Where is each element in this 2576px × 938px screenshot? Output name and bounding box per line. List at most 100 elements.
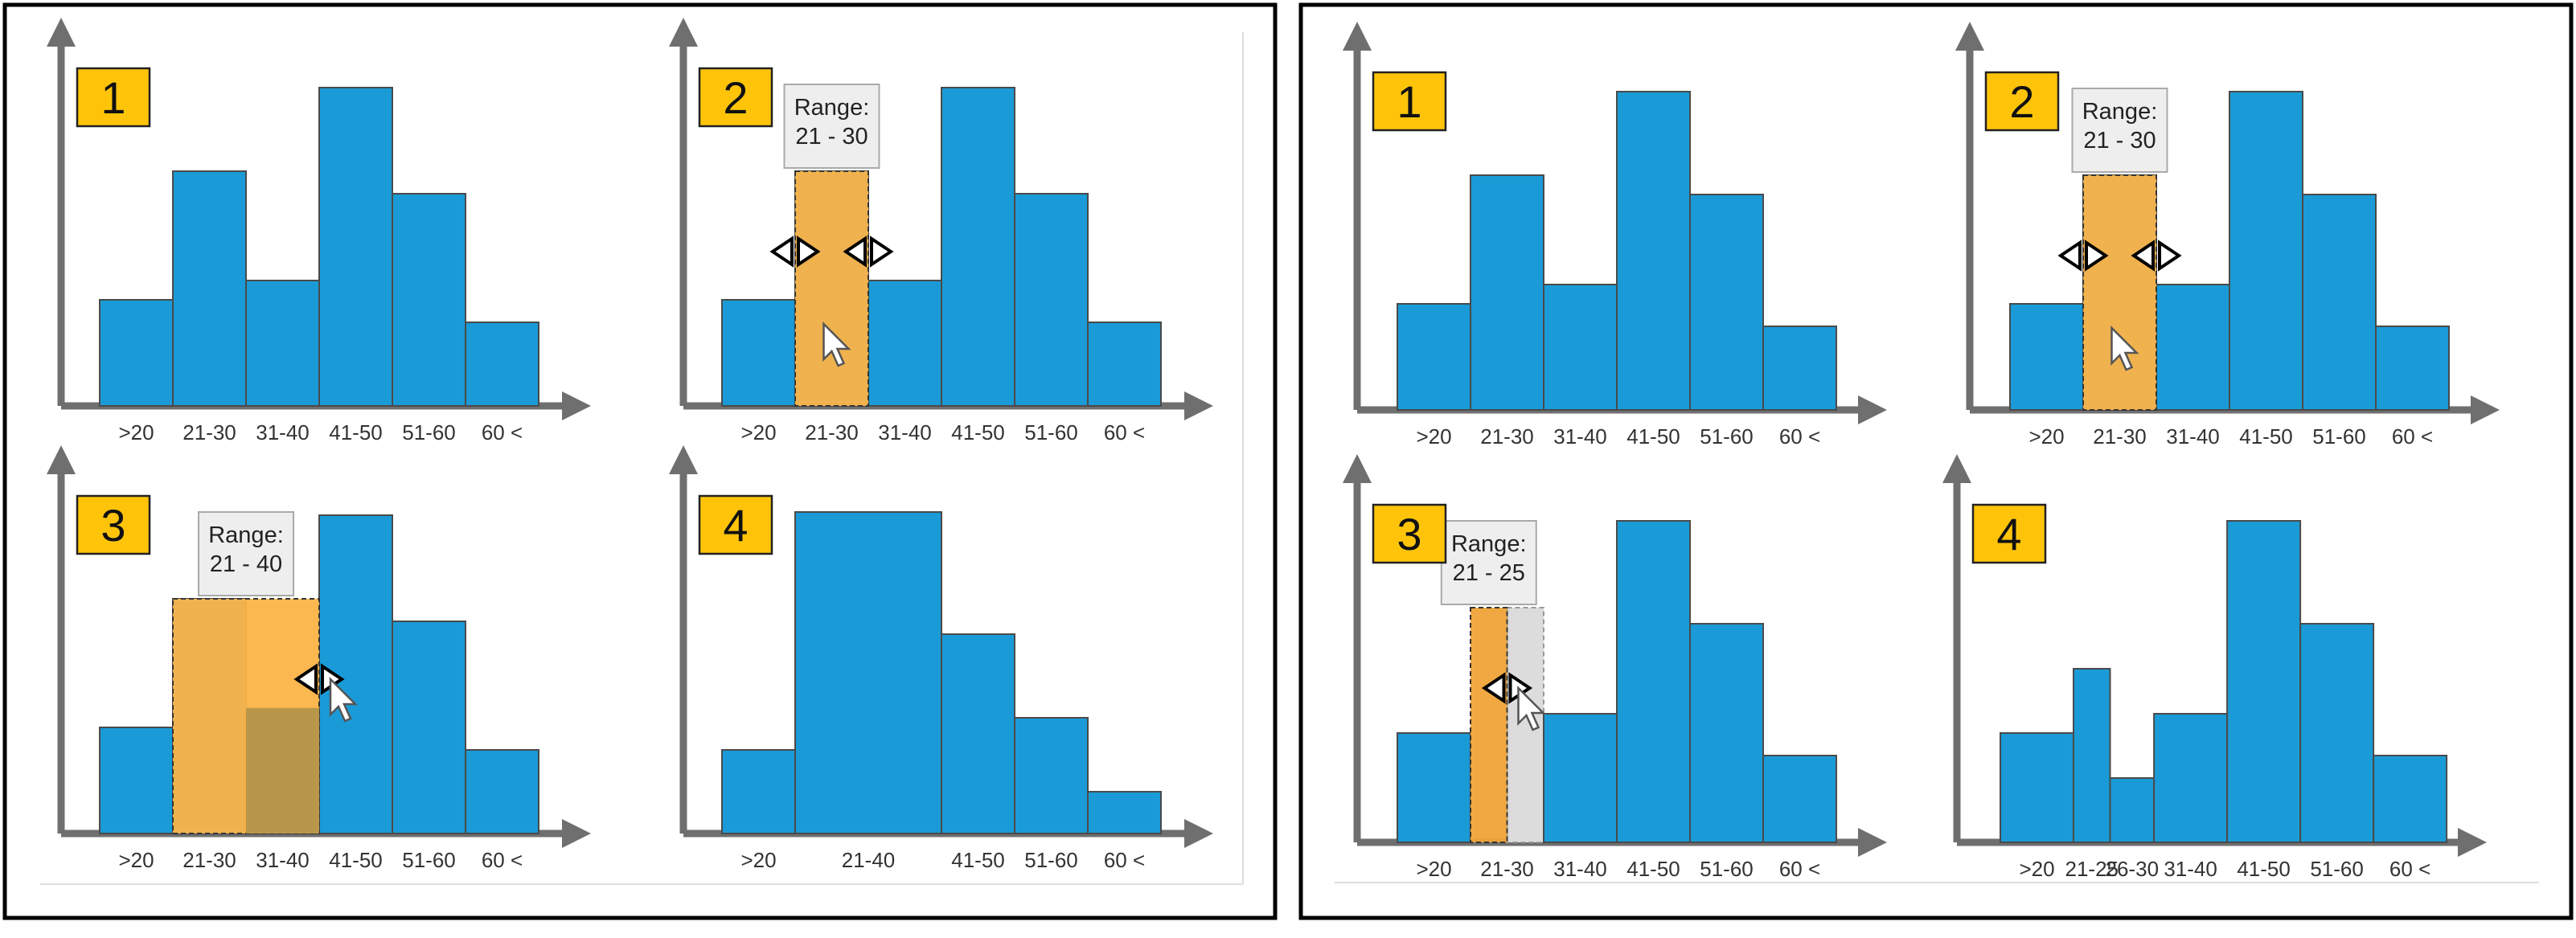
arrow-cursor [1517, 685, 1546, 731]
histogram-bar[interactable] [2156, 284, 2230, 411]
range-drag-handle-1[interactable] [2057, 240, 2109, 272]
range-drag-handle-1[interactable] [769, 236, 821, 268]
histogram-bar[interactable] [1397, 732, 1471, 843]
x-tick-label: 31-40 [878, 420, 932, 444]
x-tick-label: >20 [1416, 857, 1451, 881]
step-number: 4 [723, 500, 748, 551]
x-tick-label: 41-50 [951, 420, 1005, 444]
step-badge [698, 67, 773, 128]
histogram-bar[interactable] [868, 280, 942, 407]
range-tooltip-title: Range: [208, 522, 284, 548]
histogram-bar[interactable] [2373, 755, 2448, 843]
range-tooltip-value: 21 - 30 [795, 124, 868, 150]
range-selection-overlay[interactable] [1470, 607, 1508, 843]
x-tick-label: 51-60 [1700, 424, 1754, 449]
step-badge [76, 67, 151, 128]
x-tick-label: 41-50 [329, 848, 383, 872]
histogram-bar[interactable] [2073, 668, 2111, 843]
range-tooltip-value: 21 - 40 [210, 551, 282, 577]
histogram-bar[interactable] [721, 299, 796, 407]
histogram-bar[interactable] [794, 511, 942, 834]
step-number: 2 [723, 72, 748, 123]
histogram-bar[interactable] [99, 299, 174, 407]
histogram-bar[interactable] [392, 193, 466, 407]
histogram-bar[interactable] [2226, 520, 2302, 843]
x-tick-label: 60 < [482, 420, 523, 444]
step-number: 3 [100, 500, 125, 551]
x-tick-label: 60 < [1779, 857, 1820, 881]
histogram-bar[interactable] [99, 727, 174, 834]
x-tick-label: 21-30 [1480, 424, 1534, 449]
histogram-bar[interactable] [2153, 713, 2229, 843]
step-badge [1984, 71, 2060, 132]
x-tick-label: 21-30 [805, 420, 859, 444]
histogram-bar[interactable] [1689, 194, 1764, 411]
histogram-bar[interactable] [941, 87, 1015, 407]
x-tick-label: 60 < [2389, 857, 2430, 881]
figure-1-panel-4: 4 >20 21-40 41-50 51-60 60 < [669, 445, 1213, 872]
x-tick-label: 21-25 [2065, 857, 2119, 881]
range-drag-handle-2[interactable] [843, 236, 894, 268]
x-tick-label: 31-40 [256, 420, 310, 444]
histogram-bar[interactable] [941, 633, 1015, 834]
range-selection-overlay[interactable] [794, 170, 869, 407]
histogram-bar[interactable] [1014, 717, 1089, 834]
left-figure-frame [2, 2, 1278, 920]
range-tooltip-value: 21 - 30 [2083, 128, 2156, 154]
histogram-bar[interactable] [1087, 322, 1162, 407]
histogram-bar[interactable] [245, 280, 320, 407]
range-drag-handle-2[interactable] [2131, 240, 2182, 272]
x-tick-label: 51-60 [1024, 420, 1078, 444]
figure-2-panel-3: Range: 21 - 25 3 >20 21-30 31-40 41-50 51-60 60 … [1343, 454, 1887, 881]
x-tick-label: 31-40 [1553, 857, 1607, 881]
x-tick-label: 41-50 [2239, 424, 2293, 449]
histogram-bar[interactable] [1470, 174, 1544, 411]
range-tooltip [198, 511, 294, 596]
range-tooltip [1440, 520, 1537, 605]
range-tooltip-title: Range: [1451, 531, 1527, 557]
histogram-bar[interactable] [1762, 326, 1837, 411]
range-selection-overlay[interactable] [2082, 174, 2157, 411]
x-tick-label: 31-40 [1553, 424, 1607, 449]
histogram-bar[interactable] [1014, 193, 1089, 407]
histogram-bar[interactable] [1087, 791, 1162, 834]
step-number: 4 [1996, 509, 2021, 559]
step-number: 3 [1397, 509, 1421, 559]
x-tick-label: 60 < [482, 848, 523, 872]
histogram-bar[interactable] [2009, 303, 2084, 411]
histogram-bar[interactable] [465, 749, 539, 834]
arrow-cursor [2110, 325, 2139, 371]
histogram-bar[interactable] [392, 621, 466, 834]
x-tick-label: >20 [2028, 424, 2064, 449]
range-tooltip-title: Range: [2082, 99, 2158, 125]
x-tick-label: >20 [2019, 857, 2054, 881]
histogram-bar[interactable] [1397, 303, 1471, 411]
histogram-bar[interactable] [1616, 91, 1691, 411]
step-badge [698, 494, 773, 555]
arrow-cursor [822, 321, 851, 367]
figure-2-panel-1: 1 >20 21-30 31-40 41-50 51-60 60 < [1343, 22, 1887, 449]
histogram-bar[interactable] [1543, 713, 1618, 843]
histogram-bar[interactable] [2229, 91, 2303, 411]
x-tick-label: 31-40 [2166, 424, 2220, 449]
histogram-bar[interactable] [2109, 777, 2156, 843]
histogram-bar[interactable] [318, 87, 393, 407]
histogram-bar[interactable] [1543, 284, 1618, 411]
histogram-bar[interactable] [2299, 623, 2375, 843]
x-tick-label: >20 [740, 848, 776, 872]
x-tick-label: 21-30 [2093, 424, 2147, 449]
histogram-bar[interactable] [2000, 732, 2074, 843]
histogram-bar[interactable] [721, 749, 796, 834]
x-tick-label: 51-60 [1024, 848, 1078, 872]
histogram-bar[interactable] [1689, 623, 1764, 843]
histogram-bar[interactable] [1762, 755, 1837, 843]
overlap-region [246, 708, 319, 834]
x-tick-label: 41-50 [2237, 857, 2291, 881]
histogram-bar[interactable] [465, 322, 539, 407]
histogram-bar[interactable] [172, 170, 247, 407]
histogram-bar[interactable] [2302, 194, 2377, 411]
figure-1-panel-2: Range: 21 - 30 2 >20 21-30 31-40 41-50 51-60 60 … [669, 18, 1213, 444]
histogram-bar[interactable] [2375, 326, 2450, 411]
figure-2-panel-2: Range: 21 - 30 2 >20 21-30 31-40 41-50 51-60 60 … [1955, 22, 2500, 449]
histogram-bar[interactable] [1616, 520, 1691, 843]
